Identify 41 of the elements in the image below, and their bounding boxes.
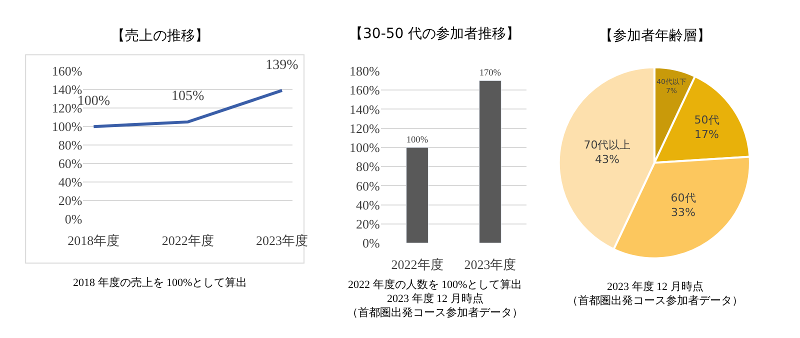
x-tick-label: 2022年度 (162, 233, 214, 248)
y-tick-label: 160% (349, 82, 380, 98)
chart-title: 【参加者年齢層】 (599, 28, 711, 44)
slice-label: 60代 (670, 192, 696, 205)
y-tick-label: 60% (58, 156, 82, 172)
y-tick-label: 180% (349, 64, 380, 79)
data-label: 100% (406, 135, 428, 146)
text: 2022 年度の人数を 100%として算出 (348, 278, 522, 291)
chart-title: 【30-50 代の参加者推移】 (349, 26, 520, 42)
slice-label: 50代 (694, 114, 720, 127)
y-tick-label: 100% (349, 140, 380, 156)
text: （首都圏出発コース参加者データ） (567, 294, 743, 307)
y-tick-label: 0% (362, 236, 380, 251)
y-tick-label: 20% (356, 216, 380, 232)
data-label: 33% (671, 206, 696, 219)
x-tick-label: 2022年度 (391, 257, 444, 272)
data-label: 17% (694, 128, 720, 141)
y-tick-label: 60% (356, 178, 380, 194)
y-tick-label: 100% (52, 119, 82, 134)
text: 2023 年度 12 月時点 (387, 292, 484, 305)
y-tick-label: 80% (356, 159, 380, 174)
y-tick-label: 40% (58, 174, 82, 190)
text: 2018 年度の売上を 100%として算出 (73, 276, 248, 289)
y-tick-label: 80% (58, 138, 82, 153)
x-tick-label: 2023年度 (464, 257, 516, 272)
y-tick-label: 160% (52, 64, 82, 79)
y-tick-label: 20% (58, 193, 82, 208)
slice-label: 70代以上 (584, 138, 631, 152)
data-label: 139% (266, 58, 299, 73)
x-tick-label: 2023年度 (256, 233, 308, 248)
y-tick-label: 0% (64, 212, 82, 227)
chart-title: 【売上の推移】 (111, 28, 209, 44)
data-label: 105% (172, 89, 205, 104)
y-tick-label: 120% (349, 120, 380, 136)
data-label: 43% (594, 152, 620, 166)
data-label: 170% (479, 68, 502, 78)
y-tick-label: 40% (356, 197, 380, 212)
x-tick-label: 2018年度 (68, 233, 120, 248)
y-tick-label: 140% (349, 102, 380, 117)
text: 2023 年度 12 月時点 (607, 280, 704, 293)
text: （首都圏出発コース参加者データ） (347, 306, 523, 319)
